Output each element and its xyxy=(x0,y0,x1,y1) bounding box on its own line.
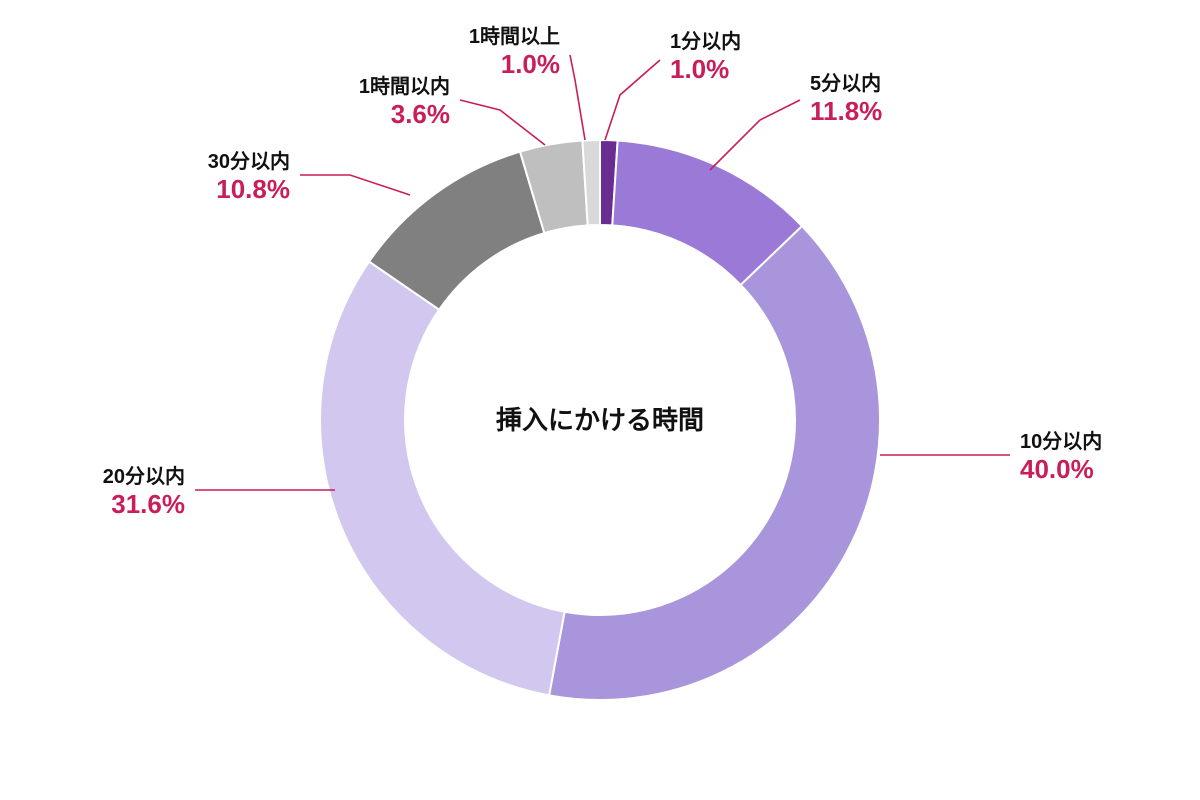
segment-name-5: 1時間以内 xyxy=(359,74,450,98)
segment-name-1: 5分以内 xyxy=(810,71,881,95)
leader-1 xyxy=(710,100,800,170)
center-title: 挿入にかける時間 xyxy=(496,405,704,435)
leader-5 xyxy=(460,100,545,145)
segment-2 xyxy=(549,226,880,700)
segment-name-0: 1分以内 xyxy=(670,29,741,53)
segment-name-2: 10分以内 xyxy=(1020,429,1102,453)
segment-3 xyxy=(320,262,565,696)
segment-value-4: 10.8% xyxy=(216,174,290,204)
segment-value-2: 40.0% xyxy=(1020,454,1094,484)
segment-value-3: 31.6% xyxy=(111,489,185,519)
leader-4 xyxy=(300,175,410,195)
leader-0 xyxy=(605,60,660,140)
donut-chart: 1分以内1.0%5分以内11.8%10分以内40.0%20分以内31.6%30分… xyxy=(0,0,1200,800)
segment-name-4: 30分以内 xyxy=(208,149,290,173)
segment-value-1: 11.8% xyxy=(810,96,882,126)
leader-6 xyxy=(570,55,585,140)
segment-name-3: 20分以内 xyxy=(103,464,185,488)
segment-value-6: 1.0% xyxy=(501,49,560,79)
segment-name-6: 1時間以上 xyxy=(469,24,560,48)
segment-value-5: 3.6% xyxy=(391,99,450,129)
segment-labels: 1分以内1.0%5分以内11.8%10分以内40.0%20分以内31.6%30分… xyxy=(103,24,1103,519)
segment-value-0: 1.0% xyxy=(670,54,729,84)
